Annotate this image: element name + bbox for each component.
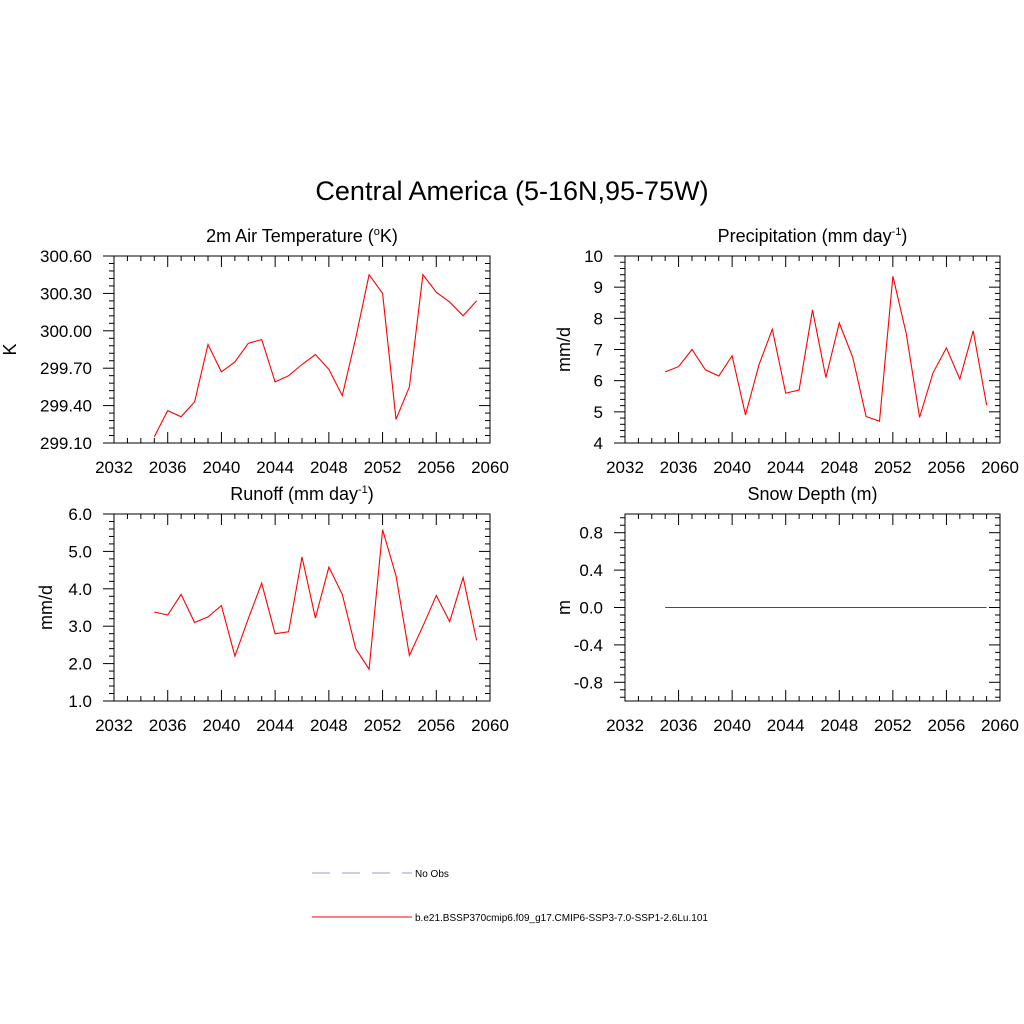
panel-title: Snow Depth (m)	[747, 484, 877, 504]
y-tick-label: 5	[594, 403, 603, 422]
x-tick-label: 2060	[471, 458, 509, 477]
legend-label: No Obs	[415, 869, 449, 880]
x-tick-label: 2044	[767, 458, 805, 477]
panel-title-main: Runoff (mm day	[230, 484, 358, 504]
y-tick-label: 4	[594, 434, 603, 453]
y-tick-label: 3.0	[68, 617, 92, 636]
y-tick-label: 4.0	[68, 580, 92, 599]
y-tick-label: 7	[594, 341, 603, 360]
panels: 2m Air Temperature (oK) K 2032 2036 2040 2044…	[0, 226, 1019, 735]
panel-title-end: )	[368, 484, 374, 504]
x-tick-label: 2052	[874, 716, 912, 735]
panel-1: 2m Air Temperature (oK) K 2032 2036 2040 2044…	[0, 226, 509, 477]
panel-title-superscript: o	[374, 226, 380, 238]
y-tick-label: 299.10	[40, 434, 92, 453]
series-line	[154, 529, 478, 671]
legend-item-2: b.e21.BSSP370cmip6.f09_g17.CMIP6-SSP3-7.…	[312, 913, 708, 924]
series-line	[664, 276, 988, 422]
y-axis-label: mm/d	[554, 327, 574, 372]
legend: No Obs b.e21.BSSP370cmip6.f09_g17.CMIP6-S…	[312, 869, 708, 924]
x-tick-label: 2052	[364, 458, 402, 477]
y-tick-label: 1.0	[68, 692, 92, 711]
panel-title: 2m Air Temperature (oK)	[206, 226, 398, 246]
legend-label: b.e21.BSSP370cmip6.f09_g17.CMIP6-SSP3-7.…	[415, 913, 708, 924]
x-tick-label: 2036	[660, 716, 698, 735]
x-tick-label: 2052	[874, 458, 912, 477]
x-tick-label: 2048	[820, 716, 858, 735]
x-tick-label: 2032	[95, 716, 133, 735]
x-tick-label: 2032	[95, 458, 133, 477]
y-tick-label: 10	[584, 247, 603, 266]
x-tick-label: 2060	[981, 458, 1019, 477]
y-tick-label: 2.0	[68, 655, 92, 674]
panel-title-superscript: -1	[892, 226, 902, 238]
x-tick-label: 2056	[928, 716, 966, 735]
x-tick-label: 2060	[981, 716, 1019, 735]
panel-2: Precipitation (mm day-1) mm/d 2032 2036 2040…	[554, 226, 1019, 477]
legend-item-1: No Obs	[312, 869, 449, 880]
x-tick-label: 2060	[471, 716, 509, 735]
y-axis-label: m	[554, 600, 574, 615]
y-tick-label: 0.0	[579, 599, 603, 618]
x-tick-label: 2044	[767, 716, 805, 735]
panel-title-end: K)	[380, 226, 398, 246]
x-tick-label: 2052	[364, 716, 402, 735]
x-tick-label: 2032	[606, 716, 644, 735]
panel-title-main: 2m Air Temperature (	[206, 226, 374, 246]
panel-3: Runoff (mm day-1) mm/d 2032 2036 2040 2044 204…	[36, 484, 509, 735]
panel-title-end: )	[901, 226, 907, 246]
x-tick-label: 2040	[713, 716, 751, 735]
figure-title: Central America (5-16N,95-75W)	[315, 176, 708, 206]
y-tick-label: 6	[594, 372, 603, 391]
y-tick-label: 8	[594, 309, 603, 328]
x-tick-label: 2048	[310, 716, 348, 735]
x-tick-label: 2056	[417, 716, 455, 735]
x-tick-label: 2048	[310, 458, 348, 477]
x-tick-label: 2040	[713, 458, 751, 477]
x-tick-label: 2040	[203, 458, 241, 477]
x-tick-label: 2040	[203, 716, 241, 735]
x-tick-label: 2056	[417, 458, 455, 477]
x-tick-label: 2036	[149, 716, 187, 735]
y-tick-label: 300.30	[40, 284, 92, 303]
y-axis-label: mm/d	[36, 585, 56, 630]
series-line	[153, 273, 478, 438]
panel-title: Runoff (mm day-1)	[230, 484, 374, 504]
x-tick-label: 2036	[149, 458, 187, 477]
x-tick-label: 2032	[606, 458, 644, 477]
y-tick-label: 9	[594, 278, 603, 297]
x-tick-label: 2036	[660, 458, 698, 477]
x-tick-label: 2044	[256, 716, 294, 735]
panel-title: Precipitation (mm day-1)	[718, 226, 908, 246]
y-tick-label: 6.0	[68, 505, 92, 524]
y-tick-label: -0.8	[574, 673, 603, 692]
x-tick-label: 2048	[820, 458, 858, 477]
y-tick-label: 0.8	[579, 524, 603, 543]
y-tick-label: 300.60	[40, 247, 92, 266]
panel-title-main: Snow Depth (m)	[747, 484, 877, 504]
y-tick-label: 299.70	[40, 359, 92, 378]
y-tick-label: 299.40	[40, 397, 92, 416]
x-tick-label: 2056	[928, 458, 966, 477]
x-tick-label: 2044	[256, 458, 294, 477]
panel-title-main: Precipitation (mm day	[718, 226, 892, 246]
panel-title-superscript: -1	[358, 484, 368, 496]
y-tick-label: -0.4	[574, 636, 603, 655]
y-axis-label: K	[0, 343, 20, 355]
y-tick-label: 0.4	[579, 561, 603, 580]
y-tick-label: 5.0	[68, 542, 92, 561]
panel-4: Snow Depth (m) m 2032 2036 2040 2044 2048 2052 2…	[554, 484, 1019, 735]
y-tick-label: 300.00	[40, 322, 92, 341]
